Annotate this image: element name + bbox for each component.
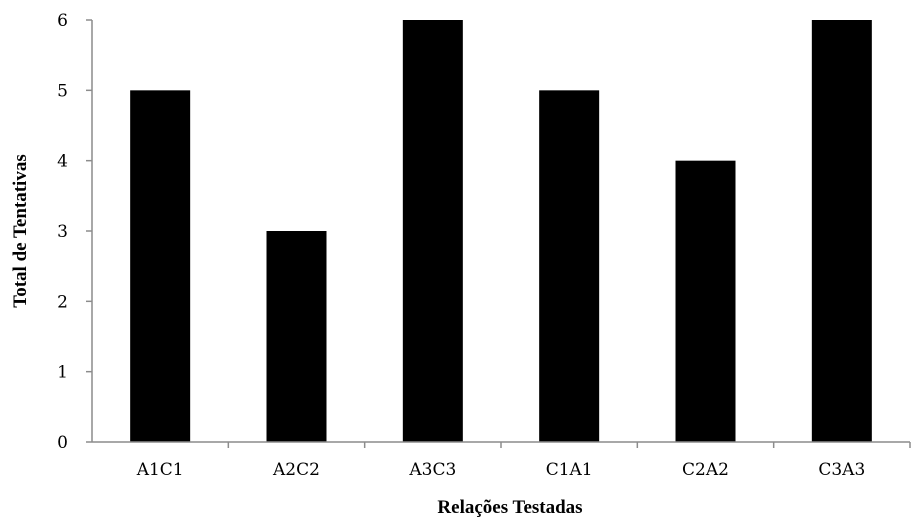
bar-c2a2 (675, 160, 736, 442)
bar-a1c1 (130, 90, 191, 442)
x-tick-label: A3C3 (408, 460, 456, 480)
y-axis-ticks: 0 1 2 3 4 5 6 (57, 11, 92, 453)
bar-a3c3 (402, 20, 463, 442)
x-tick-label: C3A3 (818, 460, 865, 480)
x-axis-title: Relações Testadas (437, 497, 582, 518)
bar-c1a1 (539, 90, 600, 442)
y-tick-label: 4 (57, 152, 68, 172)
y-tick-label: 1 (57, 363, 68, 383)
x-tick-label: C2A2 (682, 460, 729, 480)
y-tick-label: 2 (57, 292, 68, 312)
x-axis-ticks: A1C1 A2C2 A3C3 C1A1 C2A2 C3A3 (136, 442, 911, 480)
y-tick-label: 6 (57, 11, 68, 31)
bar-a2c2 (266, 231, 327, 442)
y-tick-label: 5 (57, 81, 68, 101)
bar-c3a3 (811, 20, 872, 442)
x-tick-label: A1C1 (136, 460, 184, 480)
bars-group (130, 20, 872, 442)
y-tick-label: 0 (57, 433, 68, 453)
y-axis-title: Total de Tentativas (10, 154, 31, 307)
x-tick-label: C1A1 (546, 460, 593, 480)
y-tick-label: 3 (57, 222, 68, 242)
x-tick-label: A2C2 (272, 460, 320, 480)
